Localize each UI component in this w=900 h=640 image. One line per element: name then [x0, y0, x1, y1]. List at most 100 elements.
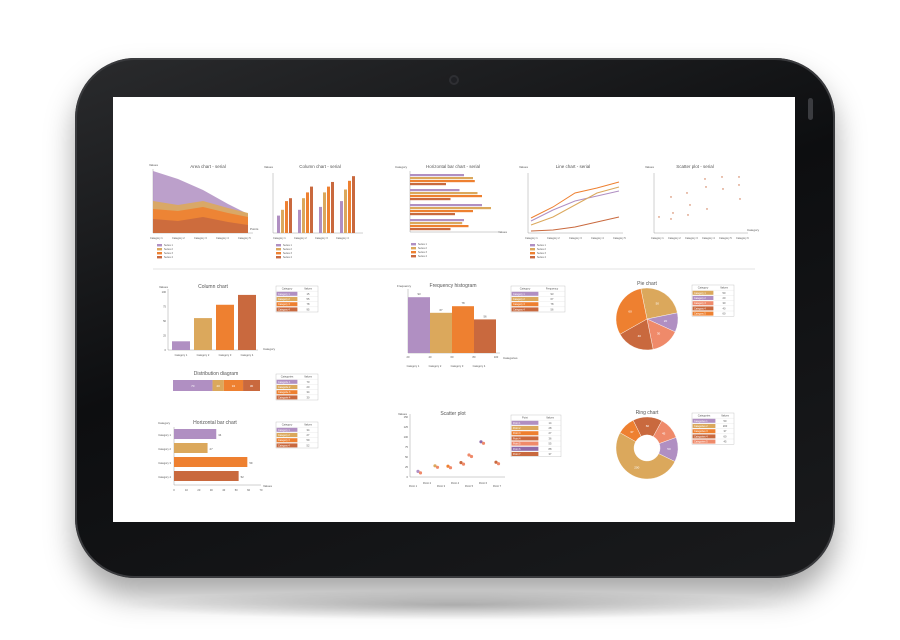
- column-serial-bar-c3-s4: [331, 181, 334, 233]
- area-cat-5: Category 5: [238, 236, 251, 240]
- distribution-table-cat-1: Categorie 1: [278, 381, 291, 384]
- scatter-ytick-7: 150: [404, 415, 409, 419]
- histogram-value-3: 78: [461, 301, 465, 305]
- column-serial-legend-3: Series 3: [283, 252, 292, 255]
- ring-table-swatch-5: [692, 439, 716, 444]
- ring-table-header-1: Categories: [698, 414, 711, 418]
- hbar-serial-bar-c2-s1: [410, 189, 460, 192]
- hbar-serial-legend-2: Series 2: [418, 247, 427, 250]
- tablet-screen: Area chart - serial Values Points Catego…: [113, 97, 795, 522]
- camera-icon: [449, 75, 459, 85]
- column-serial-bar-c1-s4: [289, 198, 292, 233]
- area-legend-3: Series 3: [164, 252, 173, 255]
- hbar-serial-bar-c2-s2: [410, 192, 478, 195]
- scatter-table-cat-6: Point 6: [513, 448, 521, 451]
- hbar-table-val-2: 27: [307, 433, 310, 437]
- histogram-title: Frequency histogram: [430, 283, 477, 289]
- pie-table-val-1: 50: [723, 291, 726, 295]
- scatter-table-swatch-7: [511, 452, 539, 456]
- column-serial-bar-c2-s2: [302, 198, 305, 233]
- scatter-serial-ylabel: Values: [645, 165, 654, 169]
- ring-label-4: 60: [646, 424, 650, 428]
- hbar-table-swatch-4: [276, 443, 298, 448]
- ring-table-val-1: 50: [724, 419, 727, 423]
- scatter-table-val-7: 37: [549, 452, 552, 456]
- histogram-table-val-1: 93: [551, 292, 554, 296]
- ring-label-5: 45: [662, 432, 666, 436]
- column-serial-legend-1: Series 1: [283, 244, 292, 247]
- hbar-table-cat-1: Category 1: [278, 429, 290, 432]
- column-serial-bar-c2-s4: [310, 186, 313, 233]
- scatter-ytick-4: 75: [405, 445, 408, 449]
- column-serial-legend: Series 1 Series 2 Series 3 Series 4: [276, 244, 292, 259]
- hbar-cat-3: Category 3: [158, 461, 171, 465]
- scatter-point-4: [459, 461, 463, 465]
- area-chart: Area chart - serial Values Points Catego…: [149, 163, 259, 259]
- scatter-serial-cat-1: Category 1: [651, 236, 664, 240]
- area-cat-4: Category 4: [216, 236, 229, 240]
- scatter-table-swatch-3: [511, 431, 539, 436]
- pie-slice-4: [619, 318, 654, 351]
- distribution-label-4: 30: [250, 384, 254, 388]
- histogram-xtick-3: 60: [451, 355, 454, 359]
- histogram-table-cat-1: Category 1: [513, 293, 525, 296]
- scatter-serial-cat-2: Category 2: [668, 236, 681, 240]
- area-legend-2: Series 2: [164, 248, 173, 251]
- scatter-ytick-1: 0: [407, 475, 409, 479]
- scatter-cat-4: Point 4: [451, 481, 460, 485]
- hbar-table-swatch-2: [276, 433, 298, 437]
- pie-label-4: 40: [638, 334, 642, 338]
- scatter-cat-6: Point 6: [479, 481, 488, 485]
- pie-table-val-3: 30: [723, 301, 726, 305]
- hbar-cat-2: Category 2: [158, 447, 171, 451]
- scatter-table: Point Values Point 1 14 Point 2 28 Point 3 27 Po…: [510, 414, 562, 457]
- hbar-value-1: 34: [218, 433, 222, 437]
- hbar-bar-2: [174, 443, 208, 453]
- ring-title: Ring chart: [636, 410, 659, 416]
- line-serial-ylabel: Values: [519, 165, 528, 169]
- scatter-table-cat-4: Point 4: [513, 437, 521, 440]
- distribution-table-header-2: Values: [304, 375, 312, 379]
- scatter-cat-5: Point 5: [465, 484, 474, 488]
- column-chart-table-cat-4: Category 4: [278, 308, 290, 311]
- histogram-value-4: 56: [483, 314, 487, 318]
- histogram-table-cat-3: Category 3: [513, 303, 525, 306]
- column-chart-table-val-4: 95: [307, 307, 310, 311]
- scatter-table-val-6: 88: [549, 447, 552, 451]
- hbar-value-3: 59: [249, 461, 253, 465]
- pie-table-cat-1: Category 1: [694, 292, 706, 295]
- hbar-xtick-1: 0: [173, 488, 175, 492]
- distribution-table-swatch-3: [276, 390, 298, 395]
- line-serial-legend-2: Series 2: [537, 248, 546, 251]
- scatter-table-cat-5: Point 5: [513, 443, 521, 446]
- histogram-table-cat-2: Category 2: [513, 298, 525, 301]
- area-chart-xlabel: Points: [250, 227, 259, 231]
- column-chart-title: Column chart: [198, 284, 228, 290]
- column-chart-bar-2: [194, 318, 212, 350]
- ring-table-header-2: Values: [721, 414, 729, 418]
- distribution-segment-1: [173, 380, 213, 391]
- column-serial-bar-c1-s1: [277, 215, 280, 233]
- distribution-table-val-2: 20: [307, 385, 310, 389]
- hbar-xtick-6: 50: [235, 488, 238, 492]
- ring-table-cat-1: Categories 1: [694, 420, 708, 423]
- histogram-table-header-2: Frequency: [546, 287, 559, 291]
- side-button: [808, 98, 813, 120]
- column-chart-xlabel: Category: [263, 347, 276, 351]
- scatter-table-cat-3: Point 3: [513, 432, 521, 435]
- scatter-point-7: [494, 460, 498, 464]
- area-legend-1: Series 1: [164, 244, 173, 247]
- distribution-table-cat-3: Categorie 3: [278, 391, 291, 394]
- line-serial-cat-4: Category 4: [591, 236, 604, 240]
- column-chart-cat-2: Category 2: [197, 353, 210, 357]
- column-chart-ytick-4: 75: [163, 305, 166, 309]
- hbar-xtick-2: 10: [185, 488, 188, 492]
- scatter-point-2: [433, 464, 437, 468]
- scatter-ylabel: Values: [398, 412, 407, 416]
- hbar-serial-legend-3: Series 3: [418, 251, 427, 254]
- column-chart-table-val-1: 15: [307, 292, 310, 296]
- ring-table-val-2: 200: [723, 424, 728, 428]
- line-serial-legend-3: Series 3: [537, 252, 546, 255]
- scatter-point-3: [446, 464, 450, 468]
- histogram-cat-2: Category 2: [429, 364, 442, 368]
